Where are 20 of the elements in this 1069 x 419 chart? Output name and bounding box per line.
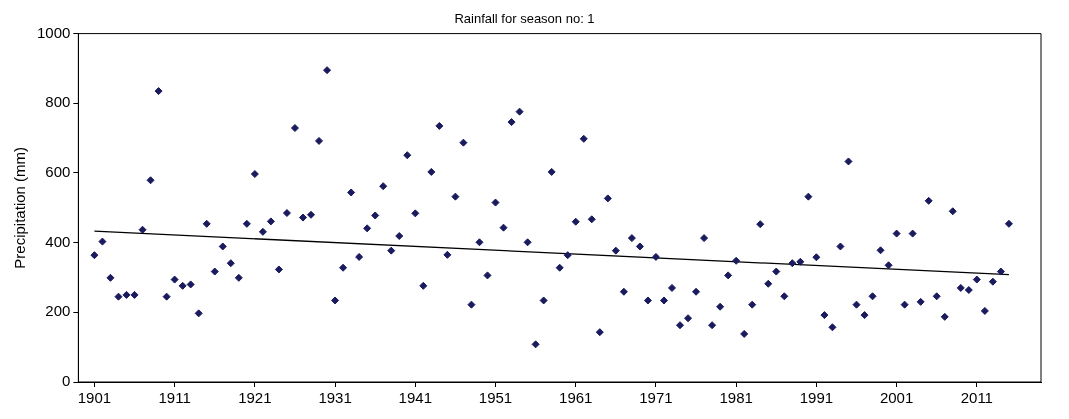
y-tick-label: 0	[62, 372, 71, 390]
y-tick-label: 200	[45, 302, 71, 320]
x-tick-label: 1941	[398, 389, 432, 407]
x-tick-label: 1901	[77, 389, 112, 407]
x-tick-label: 1991	[799, 389, 834, 407]
y-axis-title: Precipitation (mm)	[11, 146, 29, 269]
x-tick-label: 1931	[318, 389, 352, 407]
y-tick-label: 600	[45, 163, 71, 181]
y-tick-label: 400	[45, 232, 71, 250]
y-tick-label: 1000	[36, 23, 71, 41]
x-tick-label: 2001	[879, 389, 914, 407]
chart-title: Rainfall for season no: 1	[454, 11, 595, 27]
y-tick-label: 800	[45, 93, 71, 111]
x-tick-label: 1921	[238, 389, 272, 407]
x-tick-label: 2011	[960, 389, 993, 407]
x-tick-label: 1981	[719, 389, 753, 407]
x-tick-label: 1951	[478, 389, 513, 407]
x-tick-label: 1971	[639, 389, 673, 407]
x-tick-label: 1911	[158, 389, 191, 407]
x-tick-label: 1961	[559, 389, 593, 407]
